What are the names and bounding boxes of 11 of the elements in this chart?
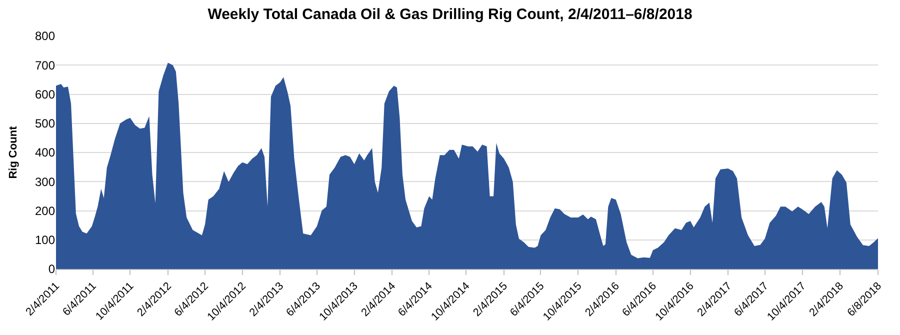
y-tick-label: 300: [34, 174, 56, 189]
y-tick-label: 600: [34, 87, 56, 102]
y-tick-label: 0: [48, 262, 56, 276]
y-axis-title: Rig Count: [8, 126, 20, 179]
y-tick-label: 800: [34, 29, 56, 44]
chart-title: Weekly Total Canada Oil & Gas Drilling Rig Count, 2/4/2011–6/8/2018: [208, 6, 692, 23]
y-tick-label: 700: [34, 58, 56, 72]
y-tick-label: 500: [34, 116, 56, 131]
y-tick-label: 100: [34, 233, 56, 248]
y-tick-label: 400: [34, 146, 56, 160]
y-tick-label: 200: [34, 204, 56, 218]
